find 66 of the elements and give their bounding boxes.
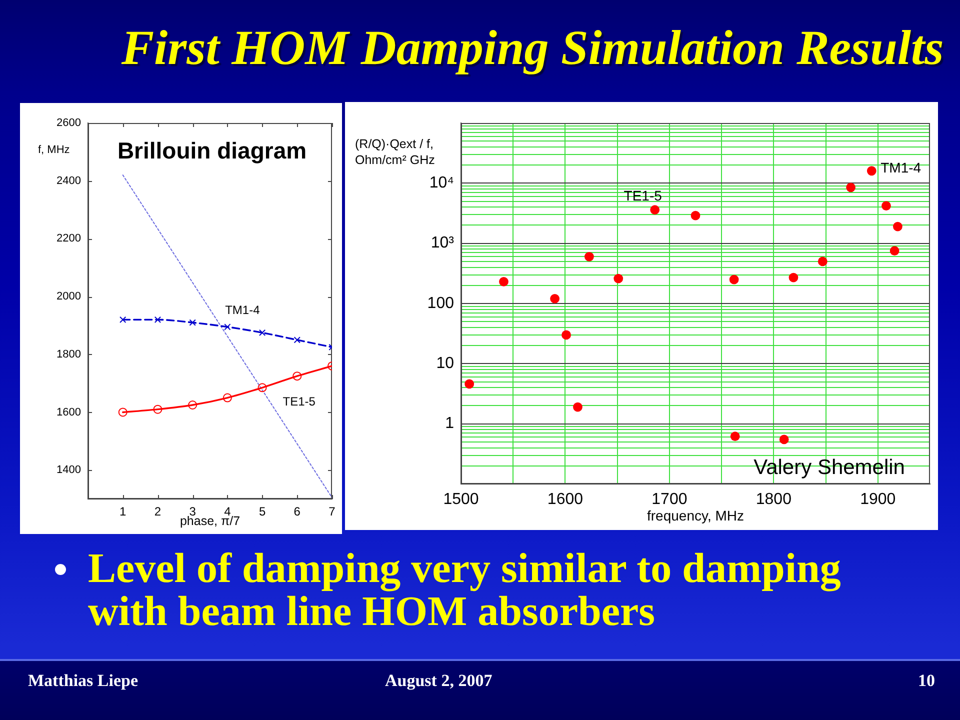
point bbox=[882, 201, 891, 211]
text: August 2, 2007 bbox=[385, 671, 492, 691]
x-axis-title: frequency, MHz bbox=[647, 507, 744, 524]
x-tick-label: 1 bbox=[120, 504, 127, 519]
point bbox=[818, 256, 828, 266]
y-tick-label: 10⁴ bbox=[429, 174, 454, 192]
point bbox=[890, 246, 900, 256]
point bbox=[892, 222, 902, 232]
x-tick-label: 6 bbox=[294, 504, 301, 519]
y-tick-label: 2200 bbox=[56, 232, 81, 245]
point bbox=[730, 432, 740, 442]
point bbox=[584, 252, 594, 262]
x-tick-label: 5 bbox=[258, 504, 266, 519]
x-tick-label: 2 bbox=[154, 504, 162, 519]
y-tick-label: 100 bbox=[427, 294, 454, 312]
point bbox=[866, 166, 876, 176]
point bbox=[464, 379, 474, 389]
point bbox=[729, 274, 739, 284]
text: Matthias Liepe bbox=[28, 671, 138, 691]
point bbox=[846, 182, 856, 192]
series-label: TE1-5 bbox=[282, 394, 316, 408]
point bbox=[690, 210, 700, 220]
x-tick-label: 3 bbox=[189, 504, 196, 519]
x-tick-label: 1800 bbox=[756, 491, 792, 508]
point bbox=[188, 400, 198, 410]
x-tick-label: 7 bbox=[328, 504, 336, 519]
x-tick-label: 1900 bbox=[860, 491, 896, 508]
point bbox=[120, 316, 126, 324]
text: Level of damping very similar to damping with beam line HOM absorbers bbox=[88, 546, 842, 635]
text: First HOM Damping Simulation Results bbox=[120, 18, 945, 76]
y-tick-label: 1800 bbox=[56, 348, 81, 360]
point bbox=[258, 329, 266, 336]
y-tick-label: 2400 bbox=[56, 174, 81, 187]
y-tick-label: 10³ bbox=[430, 234, 455, 252]
point bbox=[118, 408, 128, 417]
text: 10 bbox=[918, 671, 935, 691]
x-tick-label: 1600 bbox=[547, 491, 584, 508]
point bbox=[779, 434, 789, 444]
point bbox=[573, 402, 582, 412]
point bbox=[258, 383, 267, 392]
series-label: TM1-4 bbox=[225, 303, 260, 318]
y-tick-label: 10 bbox=[436, 355, 454, 372]
y-tick-label: 1 bbox=[445, 415, 454, 432]
point bbox=[224, 324, 231, 330]
point bbox=[189, 319, 196, 326]
point bbox=[614, 274, 624, 284]
point bbox=[154, 316, 162, 324]
point bbox=[294, 336, 300, 344]
point bbox=[650, 205, 660, 215]
x-tick-label: 1700 bbox=[652, 491, 688, 508]
point bbox=[499, 277, 508, 286]
point bbox=[562, 330, 571, 340]
y-tick-label: 1600 bbox=[56, 406, 81, 418]
text: Brillouin diagram bbox=[117, 137, 307, 164]
x-tick-label: 1500 bbox=[443, 491, 479, 508]
y-tick-label: 1400 bbox=[56, 464, 81, 476]
point bbox=[788, 272, 798, 282]
point bbox=[292, 372, 302, 381]
y-tick-label: 2600 bbox=[56, 117, 81, 130]
point bbox=[550, 294, 560, 304]
y-axis-title: f, MHz bbox=[38, 143, 71, 158]
y-tick-label: 2000 bbox=[56, 290, 81, 303]
point bbox=[153, 404, 162, 414]
point bbox=[222, 393, 232, 402]
y-axis-title: (R/Q)·Qext / f, Ohm/cm² GHz bbox=[355, 136, 436, 168]
x-tick-label: 4 bbox=[224, 504, 232, 519]
